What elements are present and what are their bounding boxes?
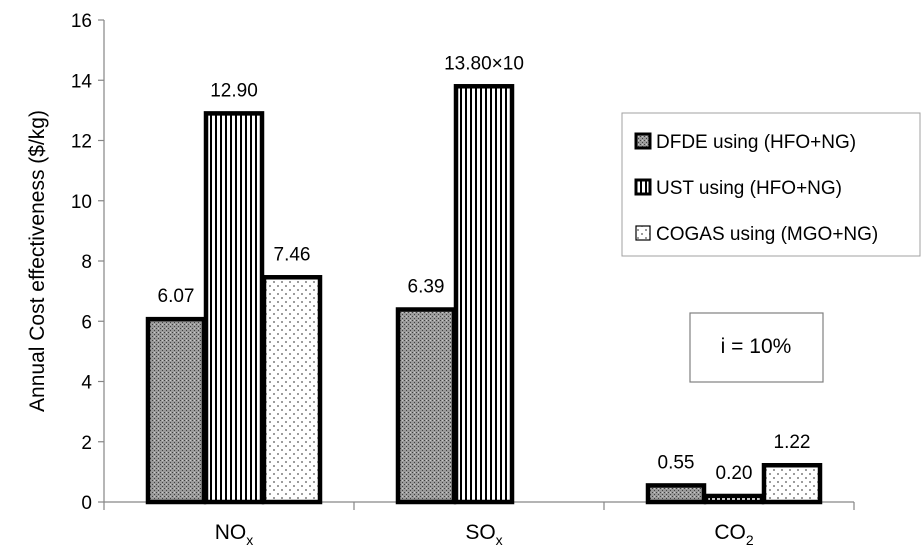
category-subscript: x <box>246 532 253 548</box>
category-labels: NOx SOx CO2 <box>215 521 754 548</box>
y-tick-label: 12 <box>71 132 92 153</box>
category-subscript: 2 <box>746 532 754 548</box>
y-axis-label: Annual Cost effectiveness ($/kg) <box>26 110 49 412</box>
bars <box>145 84 823 505</box>
category-base: NO <box>215 521 247 544</box>
annotation-frame <box>689 312 824 383</box>
legend-swatch-dots <box>635 225 651 241</box>
bar-dots-0 <box>261 275 323 505</box>
data-label: 12.90 <box>210 80 258 101</box>
y-tick-label: 4 <box>81 373 92 394</box>
bar-crosshatch-1 <box>395 307 457 505</box>
data-labels: 6.07 6.39 0.55 12.90 13.80×10 0.20 7.46 1.22 <box>158 53 811 484</box>
data-label: 13.80×10 <box>444 53 524 74</box>
category-label: NOx <box>215 521 254 548</box>
legend-swatch-vertical-lines <box>634 178 652 196</box>
data-label: 6.39 <box>408 277 445 298</box>
bar-dots-2 <box>761 462 823 505</box>
y-tick-label: 16 <box>71 11 92 32</box>
bar-crosshatch-2 <box>645 483 707 505</box>
data-label: 1.22 <box>774 432 811 453</box>
legend-frame <box>621 112 921 257</box>
annotation-box: i = 10% <box>689 312 824 383</box>
category-label: CO2 <box>714 521 754 548</box>
data-label: 6.07 <box>158 286 195 307</box>
legend-label: UST using (HFO+NG) <box>656 178 842 199</box>
y-tick-label: 8 <box>81 252 92 273</box>
y-tick-label: 0 <box>81 493 92 514</box>
y-tick-label: 10 <box>71 192 92 213</box>
y-tick-label: 2 <box>81 433 92 454</box>
category-base: CO <box>714 521 746 544</box>
data-label: 7.46 <box>274 244 311 265</box>
legend-label: COGAS using (MGO+NG) <box>656 224 878 245</box>
bar-vertical-lines-0 <box>203 111 265 505</box>
annotation-text: i = 10% <box>721 335 792 358</box>
bar-crosshatch-0 <box>145 316 207 505</box>
bar-vertical-lines-2 <box>703 493 765 505</box>
y-tick-label: 6 <box>81 312 92 333</box>
legend: DFDE using (HFO+NG) UST using (HFO+NG) COG… <box>621 112 921 257</box>
legend-label: DFDE using (HFO+NG) <box>656 132 856 153</box>
y-tick-label: 14 <box>71 71 93 92</box>
category-subscript: x <box>496 532 503 548</box>
y-axis-ticks: 0 2 4 6 8 10 12 14 16 <box>71 11 104 514</box>
legend-swatch-crosshatch <box>634 132 652 150</box>
category-base: SO <box>465 521 495 544</box>
data-label: 0.55 <box>658 452 695 473</box>
category-label: SOx <box>465 521 502 548</box>
bar-vertical-lines-1 <box>453 84 515 505</box>
data-label: 0.20 <box>716 463 753 484</box>
